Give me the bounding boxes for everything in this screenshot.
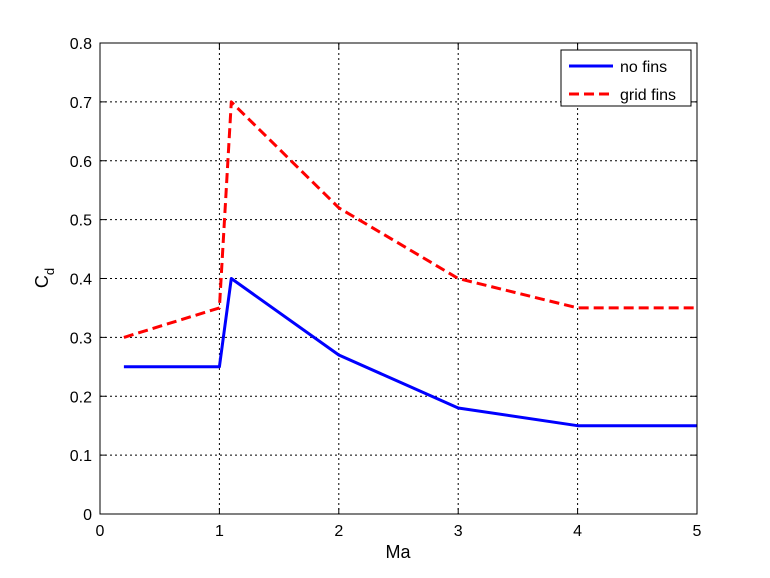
y-axis-label-subscript: d <box>42 268 57 275</box>
x-tick-label: 0 <box>96 523 105 540</box>
x-tick-label: 4 <box>573 523 582 540</box>
x-tick-label: 1 <box>215 523 224 540</box>
y-tick-label: 0.5 <box>70 213 92 230</box>
legend-box <box>560 49 692 107</box>
y-axis-label: Cd <box>32 268 57 288</box>
y-tick-label: 0.2 <box>70 389 92 406</box>
ticks: 0 1 2 3 4 5 0 0.1 0.2 0.3 0.4 0.5 0.6 0.7 0.8 <box>70 36 702 540</box>
series-layer <box>123 100 697 428</box>
series-line-grid-fins <box>123 100 697 339</box>
x-tick-label: 2 <box>334 523 343 540</box>
y-tick-label: 0.8 <box>70 36 92 53</box>
y-tick-label: 0.4 <box>70 272 92 289</box>
y-tick-label: 0.1 <box>70 448 92 465</box>
legend: no fins grid fins <box>560 49 692 107</box>
y-tick-label: 0.7 <box>70 95 92 112</box>
x-tick-label: 3 <box>454 523 463 540</box>
x-axis-label: Ma <box>385 542 411 562</box>
plot-area <box>100 43 697 514</box>
y-tick-label: 0.6 <box>70 154 92 171</box>
y-tick-label: 0 <box>83 507 92 524</box>
legend-label-grid-fins: grid fins <box>620 87 676 104</box>
y-tick-label: 0.3 <box>70 330 92 347</box>
x-tick-label: 5 <box>693 523 702 540</box>
legend-label-no-fins: no fins <box>620 59 667 76</box>
grid <box>100 43 697 514</box>
series-line-no-fins <box>123 277 697 428</box>
